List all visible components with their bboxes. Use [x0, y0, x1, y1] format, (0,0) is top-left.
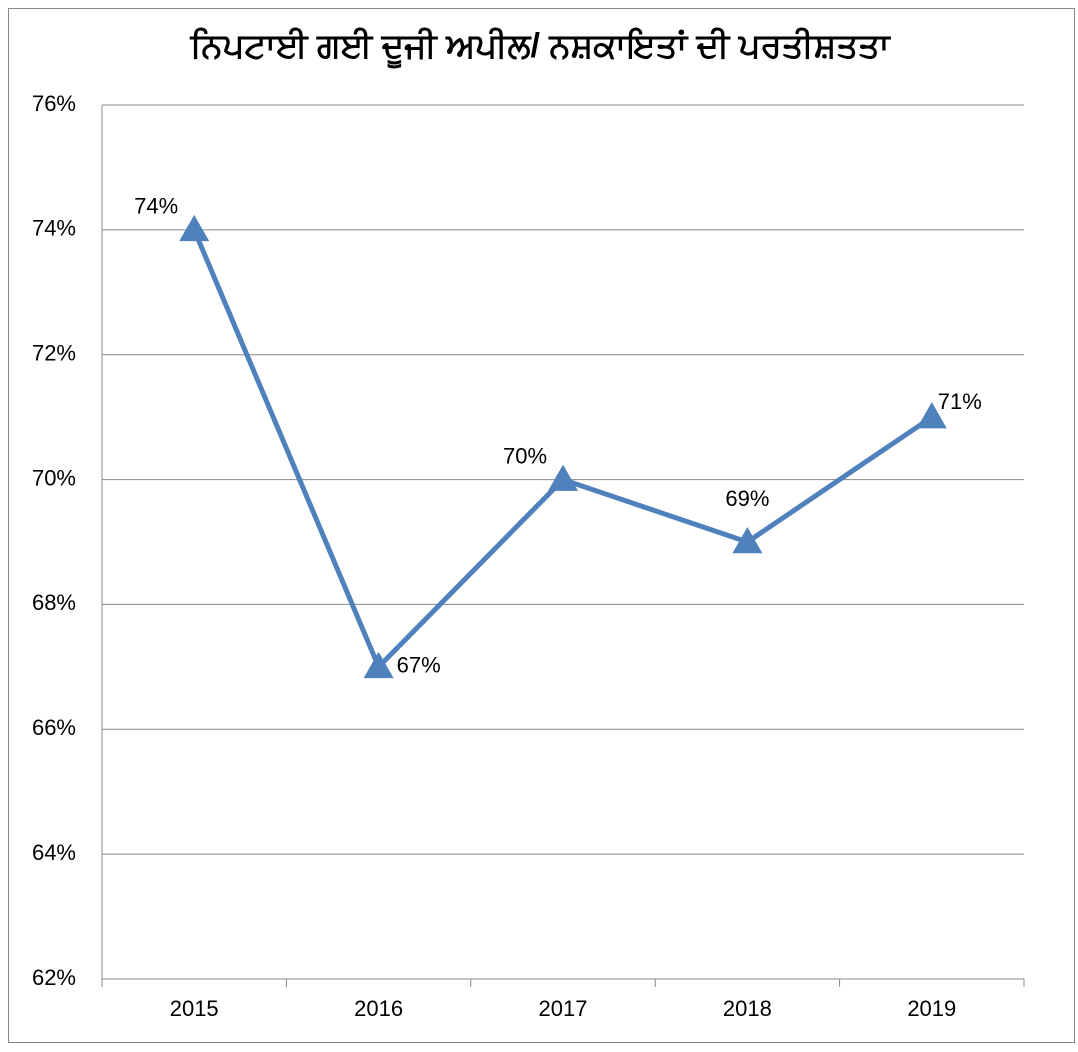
data-label: 70%	[503, 443, 547, 468]
marker	[916, 402, 947, 429]
y-tick-label: 64%	[32, 840, 76, 865]
y-tick-label: 72%	[32, 341, 76, 366]
y-tick-label: 68%	[32, 590, 76, 615]
data-label: 69%	[725, 486, 769, 511]
x-tick-label: 2019	[907, 996, 956, 1021]
data-label: 74%	[134, 194, 178, 219]
y-tick-label: 76%	[32, 91, 76, 116]
marker	[363, 651, 394, 679]
x-tick-label: 2018	[723, 996, 772, 1021]
y-tick-label: 70%	[32, 465, 76, 490]
y-tick-label: 62%	[32, 965, 76, 990]
data-label: 71%	[938, 389, 982, 414]
chart-border	[8, 8, 1075, 1043]
marker	[548, 464, 578, 491]
x-tick-label: 2015	[170, 996, 219, 1021]
y-tick-label: 74%	[32, 216, 76, 241]
y-tick-label: 66%	[32, 715, 76, 740]
marker	[179, 214, 210, 242]
x-tick-label: 2017	[539, 996, 588, 1021]
marker	[732, 527, 763, 554]
x-tick-label: 2016	[354, 996, 403, 1021]
chart-title: ਨਿਪਟਾਈ ਗਈ ਦੂਜੀ ਅਪੀਲ/ ਨਸ਼ਕਾਇਤਾਂ ਦੀ ਪਰਤੀਸ਼…	[189, 27, 892, 69]
data-label: 67%	[397, 653, 441, 678]
